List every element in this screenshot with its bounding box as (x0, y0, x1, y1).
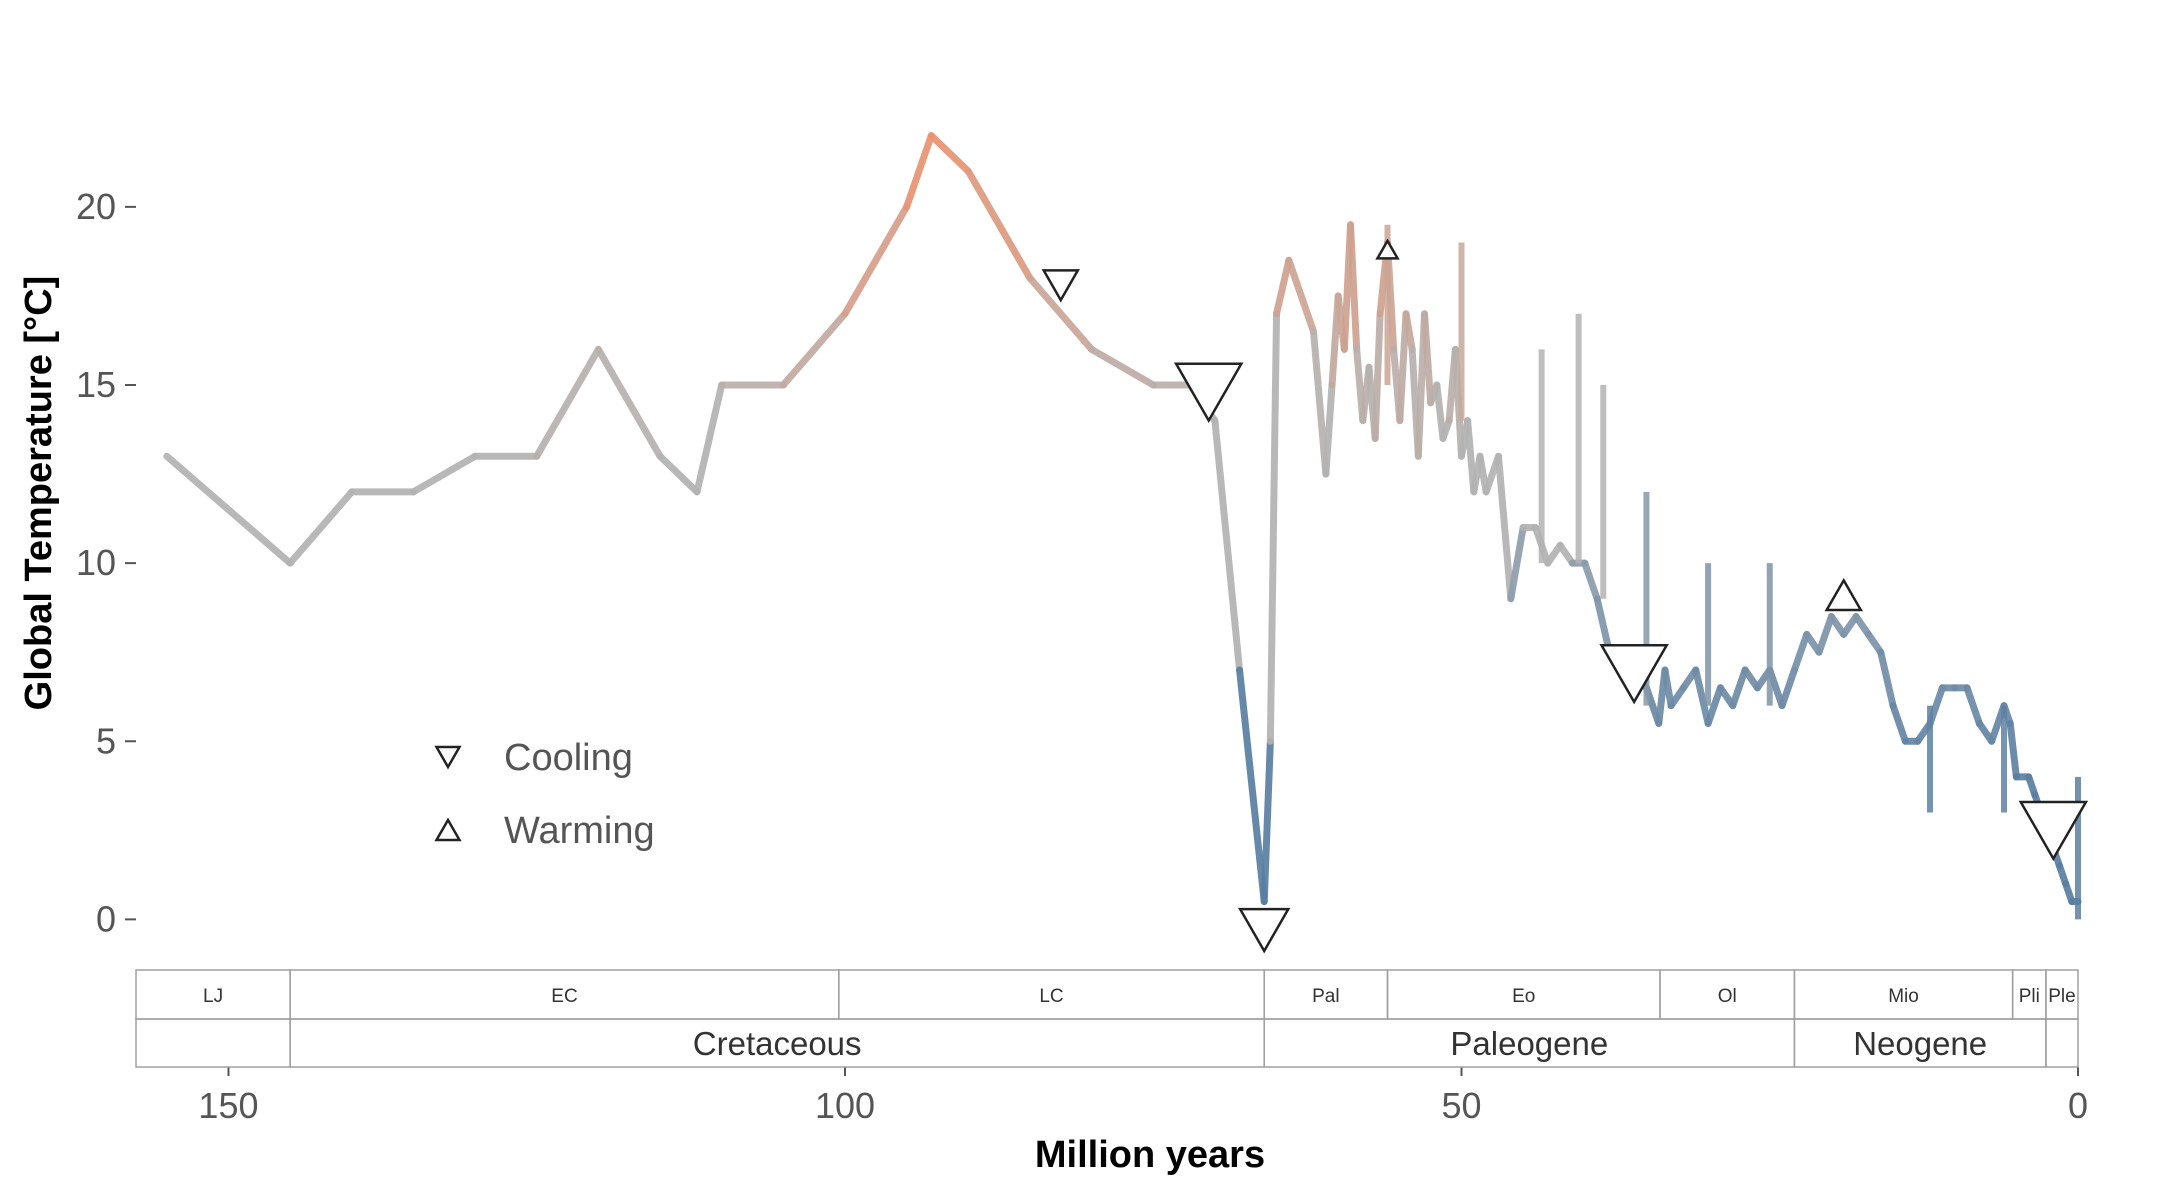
cooling-marker (1041, 269, 1081, 303)
y-axis-title: Global Temperature [°C] (18, 276, 60, 711)
temperature-spikes (1384, 224, 2081, 920)
temperature-segment (964, 167, 1034, 282)
temperature-segment (1852, 613, 1872, 638)
temperature-segment (1451, 345, 1465, 460)
x-tick-label: 100 (815, 1085, 875, 1126)
temperature-segment (903, 132, 935, 211)
x-tick-label: 50 (1441, 1085, 1481, 1126)
temperature-segment (1322, 381, 1336, 478)
climate-events (1041, 238, 2089, 954)
temperature-segment (1815, 613, 1835, 656)
temperature-segment (841, 203, 911, 318)
y-tick-label: 5 (96, 720, 116, 761)
cooling-marker (2018, 800, 2089, 862)
temperature-segment (1402, 310, 1416, 353)
epoch-label: Ol (1718, 986, 1737, 1007)
temperature-segment (533, 345, 602, 460)
temperature-segment (1593, 595, 1613, 656)
temperature-series (163, 132, 2082, 906)
temperature-segment (1864, 630, 1885, 656)
epoch-label: EC (551, 986, 577, 1007)
temperature-segment (1236, 666, 1268, 906)
epoch-label: Pli (2019, 986, 2040, 1007)
period-box (2045, 1018, 2079, 1068)
temperature-segment (2006, 719, 2020, 781)
temperature-segment (1729, 666, 1749, 710)
y-tick-label: 0 (96, 898, 116, 939)
warming-marker (1375, 238, 1400, 260)
temperature-segment (1507, 524, 1527, 603)
epoch-label: Ple (2048, 986, 2075, 1007)
y-tick-label: 15 (76, 364, 116, 405)
warming-marker (1824, 577, 1863, 612)
warming-legend-icon (434, 817, 462, 842)
cooling-legend-icon (434, 745, 462, 770)
epoch-label: Pal (1312, 986, 1339, 1007)
temperature-segment (1581, 559, 1601, 603)
period-label: Neogene (1853, 1025, 1987, 1062)
temperature-segment (1347, 221, 1361, 353)
temperature-segment (163, 452, 294, 567)
epoch-label: LJ (203, 986, 223, 1007)
temperature-segment (1704, 684, 1724, 727)
temperature-segment (1310, 328, 1330, 478)
temperature-segment (1692, 666, 1712, 727)
temperature-segment (1661, 666, 1675, 710)
cooling-marker (1599, 643, 1669, 705)
temperature-segment (1433, 381, 1447, 442)
temperature-segment (1273, 256, 1293, 318)
epoch-label: Eo (1512, 986, 1535, 1007)
temperature-segment (1790, 630, 1811, 674)
temperature-segment (779, 310, 849, 389)
temperature-segment (1778, 666, 1798, 710)
y-tick-label: 10 (76, 542, 116, 583)
legend: Cooling Warming (434, 737, 655, 852)
temperature-segment (1396, 310, 1410, 425)
x-tick-label: 0 (2068, 1085, 2088, 1126)
temperature-segment (1421, 310, 1435, 407)
period-box (135, 1018, 291, 1068)
temperature-segment (1026, 274, 1096, 353)
temperature-segment (693, 381, 726, 496)
temperature-segment (656, 452, 701, 496)
x-tick-label: 150 (198, 1085, 258, 1126)
geologic-timescale: LJ EC LC Pal Eo Ol Mio Pli Ple Cretaceous Paleogen… (135, 969, 2079, 1068)
temperature-segment (1371, 310, 1384, 442)
temperature-segment (1266, 310, 1281, 745)
x-axis: 150 100 50 0 (198, 1067, 2088, 1126)
temperature-segment (1556, 541, 1576, 567)
temperature-segment (1963, 684, 1983, 727)
y-axis: 0 5 10 15 20 (76, 186, 136, 939)
temperature-segment (286, 488, 356, 567)
temperature-segment (1260, 737, 1274, 906)
temperature-segment (1877, 648, 1897, 710)
cooling-legend-label: Cooling (504, 737, 633, 779)
x-axis-title: Million years (1035, 1134, 1265, 1176)
period-label: Cretaceous (693, 1025, 862, 1062)
period-label: Paleogene (1450, 1025, 1608, 1062)
warming-legend-label: Warming (504, 810, 655, 852)
epoch-label: LC (1039, 986, 1063, 1007)
temperature-segment (1088, 345, 1157, 389)
temperature-segment (927, 132, 972, 175)
temperature-segment (1667, 684, 1687, 710)
temperature-segment (1211, 417, 1244, 674)
cooling-marker (1173, 362, 1244, 423)
y-tick-label: 20 (76, 186, 116, 227)
temperature-segment (594, 345, 664, 460)
temperature-segment (1285, 256, 1318, 336)
epoch-label: Mio (1888, 986, 1919, 1007)
cooling-marker (1237, 907, 1291, 954)
temperature-segment (1889, 702, 1909, 745)
temperature-segment (409, 452, 479, 496)
temperature-segment (1494, 452, 1515, 603)
